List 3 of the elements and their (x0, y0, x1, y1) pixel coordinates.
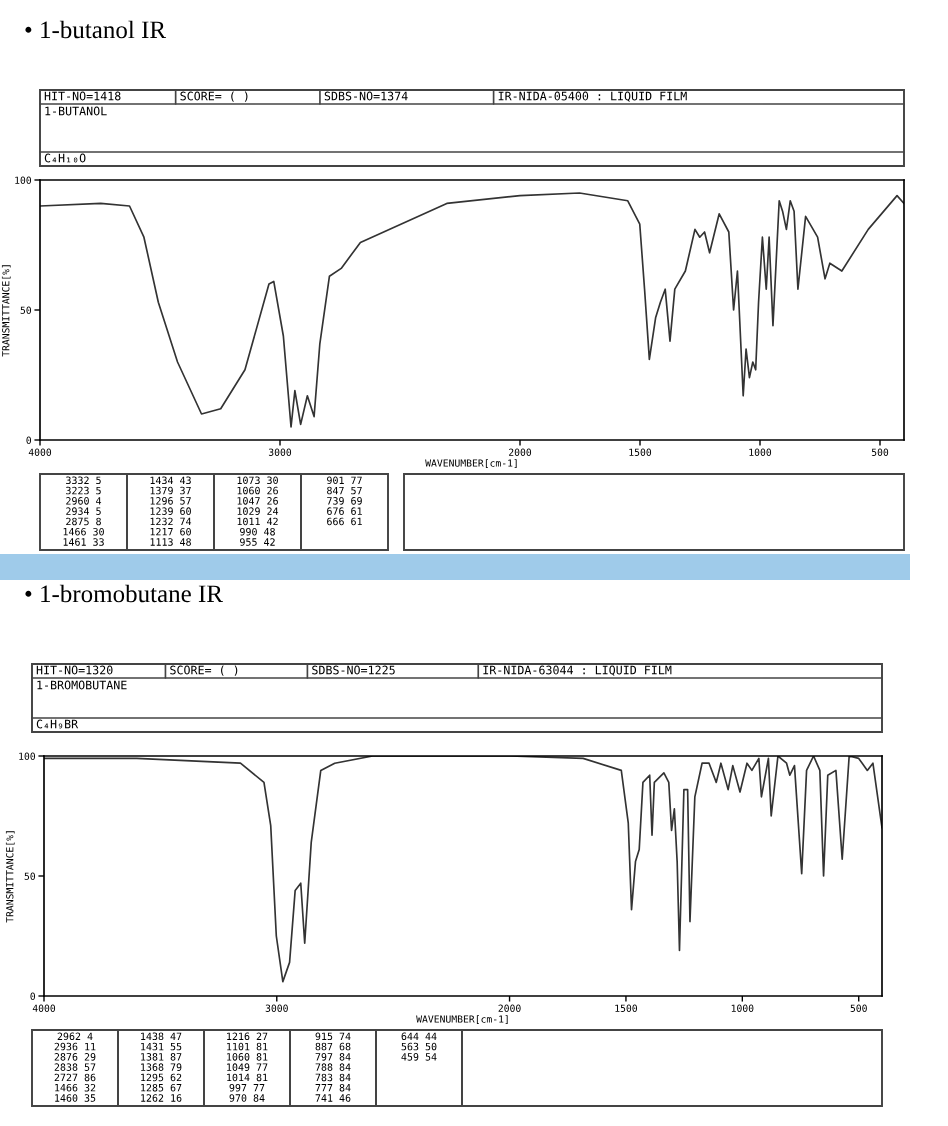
chart-title: • 1-bromobutane IR (25, 584, 223, 603)
line-series (40, 192, 904, 428)
chart-title: • 1-butanol IR (25, 20, 167, 39)
